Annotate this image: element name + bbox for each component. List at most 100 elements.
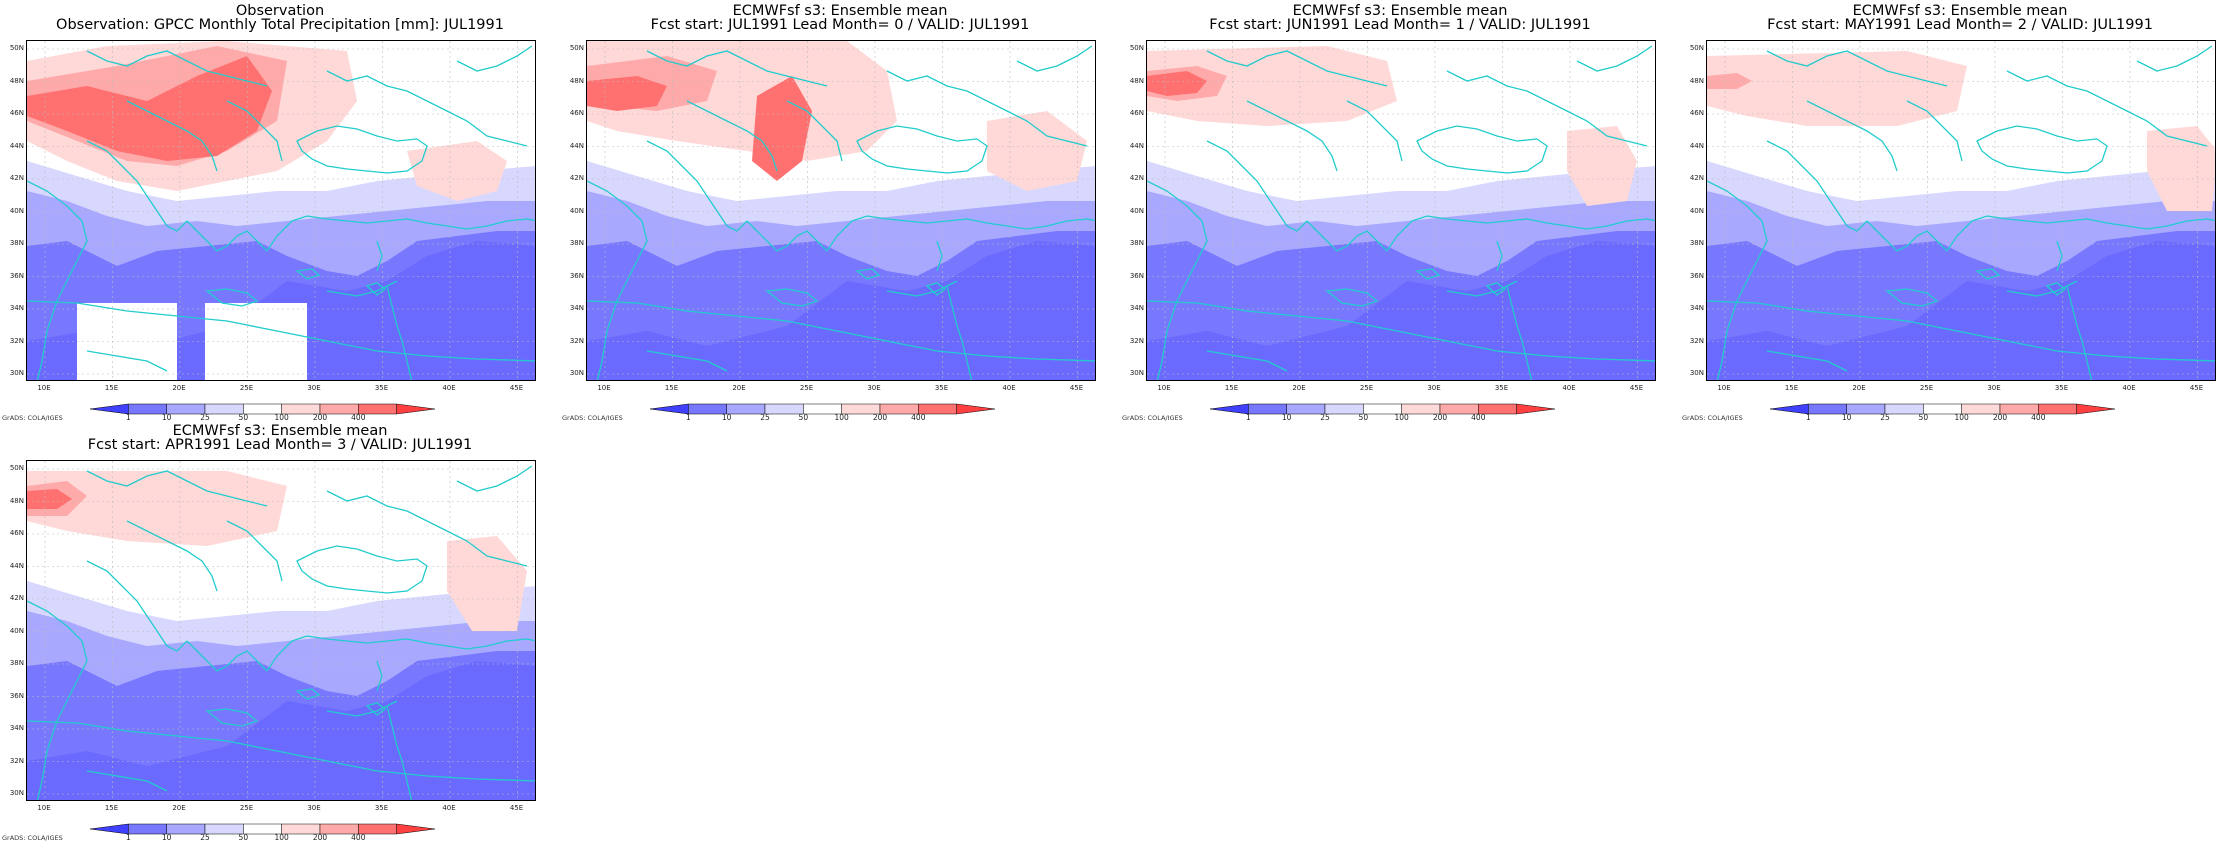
longitude-label: 40E xyxy=(442,804,456,812)
latitude-label: 34N xyxy=(1129,304,1144,312)
longitude-label: 35E xyxy=(934,384,949,392)
longitude-label: 25E xyxy=(1919,384,1934,392)
map-panel-1: ECMWFsf s3: Ensemble mean Fcst start: JUL… xyxy=(560,0,1120,422)
latitude-label: 48N xyxy=(9,496,24,505)
precip-map xyxy=(26,460,536,801)
colorbar-label: 200 xyxy=(1432,413,1448,422)
latitude-label: 34N xyxy=(1689,304,1704,312)
precip-band-min xyxy=(1147,241,1655,380)
latitude-label: 40N xyxy=(1129,206,1144,215)
precip-wet-area xyxy=(27,471,287,546)
longitude-label: 20E xyxy=(1852,384,1866,392)
latitude-label: 44N xyxy=(9,561,24,570)
longitude-label: 45E xyxy=(1069,384,1084,392)
coastlines xyxy=(27,465,535,800)
latitude-label: 48N xyxy=(569,76,584,85)
colorbar xyxy=(1769,400,2116,415)
longitude-label: 40E xyxy=(442,384,456,392)
panel-title: Observation xyxy=(235,3,325,19)
longitude-label: 40E xyxy=(2122,384,2136,392)
precip-map xyxy=(586,40,1096,381)
precip-wet-area xyxy=(987,111,1087,191)
colorbar-label: 1 xyxy=(685,413,691,422)
colorbar-label: 200 xyxy=(312,413,328,422)
colorbar-label: 25 xyxy=(200,413,210,422)
latitude-label: 42N xyxy=(9,174,24,182)
longitude-label: 45E xyxy=(509,804,524,812)
precip-wet-area xyxy=(407,141,507,201)
colorbar-label: 100 xyxy=(274,833,289,842)
longitude-label: 15E xyxy=(104,804,119,812)
latitude-label: 34N xyxy=(9,724,24,732)
precip-band-min xyxy=(587,241,1095,380)
latitude-label: 36N xyxy=(1689,271,1704,280)
latitude-label: 48N xyxy=(1689,76,1704,85)
latitude-label: 34N xyxy=(9,304,24,312)
colorbar-label: 100 xyxy=(1954,413,1969,422)
colorbar-swatch xyxy=(396,403,436,415)
longitude-label: 25E xyxy=(799,384,814,392)
map-panel-3: ECMWFsf s3: Ensemble mean Fcst start: MAY… xyxy=(1680,0,2240,422)
latitude-label: 42N xyxy=(569,174,584,182)
longitude-label: 45E xyxy=(1629,384,1644,392)
precip-wet-area xyxy=(1147,71,1207,96)
longitude-label: 45E xyxy=(509,384,524,392)
precip-wet-area xyxy=(27,489,72,509)
colorbar-label: 25 xyxy=(1880,413,1890,422)
colorbar-label: 100 xyxy=(274,413,289,422)
precip-wet-area xyxy=(1707,51,1967,126)
latitude-label: 42N xyxy=(1129,174,1144,182)
coastlines xyxy=(1707,45,2215,380)
precip-band-min xyxy=(1707,241,2215,380)
panel-subtitle: Observation: GPCC Monthly Total Precipit… xyxy=(56,17,504,33)
latitude-label: 30N xyxy=(1689,369,1704,377)
colorbar-label: 400 xyxy=(1471,413,1486,422)
longitude-label: 30E xyxy=(307,804,321,812)
colorbar-label: 50 xyxy=(238,833,249,842)
panel-subtitle: Fcst start: JUL1991 Lead Month= 0 / VALI… xyxy=(650,17,1030,33)
precip-wet-area xyxy=(27,56,272,161)
latitude-label: 32N xyxy=(1689,336,1704,345)
longitude-label: 20E xyxy=(732,384,746,392)
latitude-label: 36N xyxy=(569,271,584,280)
latitude-label: 32N xyxy=(9,336,24,345)
longitude-label: 25E xyxy=(239,384,254,392)
colorbar-label: 10 xyxy=(1841,413,1852,422)
precip-wet-area xyxy=(1567,126,1637,206)
longitude-label: 20E xyxy=(172,384,186,392)
latitude-label: 34N xyxy=(569,304,584,312)
colorbar xyxy=(649,400,996,415)
panel-title: ECMWFsf s3: Ensemble mean xyxy=(1852,3,2068,19)
latitude-label: 40N xyxy=(9,626,24,635)
longitude-label: 30E xyxy=(307,384,321,392)
colorbar-label: 1 xyxy=(125,833,131,842)
longitude-label: 35E xyxy=(2054,384,2069,392)
colorbar xyxy=(1209,400,1556,415)
colorbar-label: 1 xyxy=(1805,413,1811,422)
latitude-label: 42N xyxy=(9,594,24,602)
colorbar-label: 50 xyxy=(238,413,249,422)
longitude-label: 30E xyxy=(867,384,881,392)
longitude-label: 15E xyxy=(104,384,119,392)
longitude-label: 35E xyxy=(374,384,389,392)
coastlines xyxy=(1147,45,1655,380)
precip-wet-area xyxy=(752,76,812,181)
colorbar-label: 10 xyxy=(1281,413,1292,422)
longitude-label: 25E xyxy=(239,804,254,812)
colorbar-swatch xyxy=(956,403,996,415)
colorbar xyxy=(89,400,436,415)
longitude-label: 20E xyxy=(172,804,186,812)
longitude-label: 10E xyxy=(37,804,51,812)
latitude-label: 48N xyxy=(1129,76,1144,85)
precip-wet-area xyxy=(447,536,527,631)
panel-subtitle: Fcst start: MAY1991 Lead Month= 2 / VALI… xyxy=(1767,17,2153,33)
latitude-label: 30N xyxy=(569,369,584,377)
colorbar-label: 10 xyxy=(161,413,172,422)
latitude-label: 50N xyxy=(9,44,24,52)
grid-lines xyxy=(27,41,535,380)
colorbar-swatch xyxy=(2076,403,2116,415)
colorbar-label: 400 xyxy=(351,833,366,842)
latitude-label: 32N xyxy=(1129,336,1144,345)
colorbar-label: 1 xyxy=(125,413,131,422)
panel-subtitle: Fcst start: APR1991 Lead Month= 3 / VALI… xyxy=(87,437,473,453)
